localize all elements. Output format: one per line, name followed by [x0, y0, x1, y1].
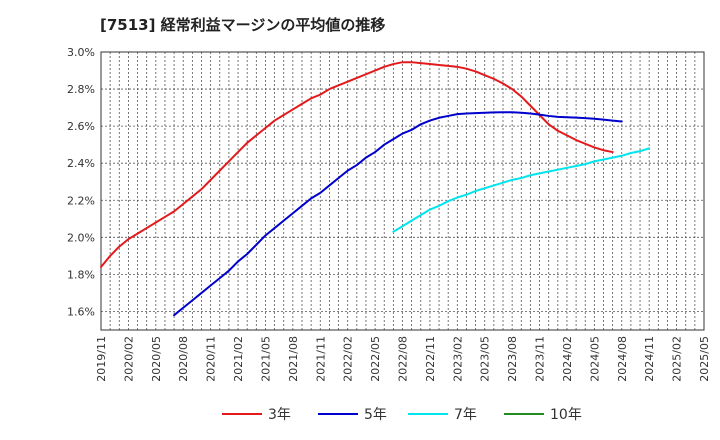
x-tick-label: 2019/11 — [95, 336, 108, 382]
y-tick-label: 2.8% — [67, 83, 95, 96]
x-tick-label: 2021/02 — [232, 336, 245, 382]
series-line-5年 — [173, 111, 623, 317]
y-tick-label: 2.0% — [67, 231, 95, 244]
y-tick-label: 1.8% — [67, 268, 95, 281]
x-tick-label: 2021/11 — [314, 336, 327, 382]
x-tick-label: 2022/11 — [424, 336, 437, 382]
x-tick-label: 2025/05 — [698, 336, 711, 382]
x-tick-label: 2024/11 — [643, 336, 656, 382]
series-line-3年 — [100, 61, 614, 268]
x-tick-label: 2020/05 — [150, 336, 163, 382]
y-tick-label: 2.4% — [67, 157, 95, 170]
legend-label: 10年 — [550, 407, 582, 423]
y-tick-label: 2.6% — [67, 120, 95, 133]
legend-label: 5年 — [364, 407, 387, 423]
plot-area-frame — [100, 51, 705, 331]
x-axis-tick-labels: 2019/11 2020/02 2020/05 2020/08 2020/11 2021/… — [95, 336, 711, 382]
x-tick-label: 2022/05 — [369, 336, 382, 382]
y-tick-label: 3.0% — [67, 46, 95, 59]
series-line-7年 — [392, 147, 651, 233]
x-tick-label: 2024/02 — [561, 336, 574, 382]
legend-label: 7年 — [454, 407, 477, 423]
series-lines — [100, 61, 651, 317]
x-tick-label: 2023/05 — [479, 336, 492, 382]
x-tick-label: 2024/08 — [616, 336, 629, 382]
legend: 3年 5年 7年 10年 — [222, 407, 582, 423]
x-tick-label: 2021/08 — [287, 336, 300, 382]
x-tick-label: 2023/11 — [534, 336, 547, 382]
grid — [101, 51, 704, 330]
x-tick-label: 2023/02 — [451, 336, 464, 382]
y-tick-label: 1.6% — [67, 305, 95, 318]
y-axis-tick-labels: 1.6% 1.8% 2.0% 2.2% 2.4% 2.6% 2.8% 3.0% — [67, 46, 95, 318]
y-tick-label: 2.2% — [67, 194, 95, 207]
x-tick-label: 2020/02 — [122, 336, 135, 382]
x-tick-label: 2024/05 — [588, 336, 601, 382]
x-tick-label: 2020/08 — [177, 336, 190, 382]
chart-title: [7513] 経常利益マージンの平均値の推移 — [100, 16, 386, 34]
x-tick-label: 2022/02 — [342, 336, 355, 382]
x-tick-label: 2022/08 — [397, 336, 410, 382]
x-tick-label: 2023/08 — [506, 336, 519, 382]
x-tick-label: 2025/02 — [671, 336, 684, 382]
x-tick-label: 2020/11 — [205, 336, 218, 382]
x-tick-label: 2021/05 — [259, 336, 272, 382]
legend-label: 3年 — [268, 407, 291, 423]
